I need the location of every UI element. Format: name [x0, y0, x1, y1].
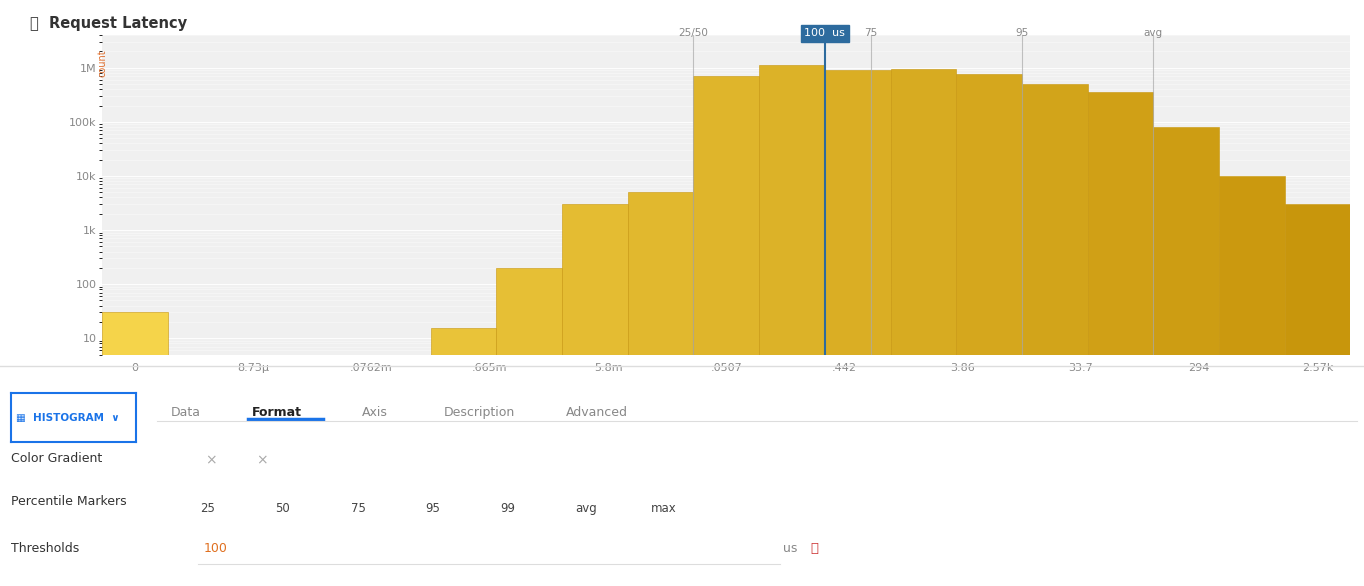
Text: 100: 100 — [801, 30, 825, 40]
Text: 99: 99 — [501, 502, 516, 515]
Text: Axis: Axis — [361, 406, 387, 418]
Text: Color Gradient: Color Gradient — [11, 452, 102, 465]
Bar — [760, 66, 825, 408]
Text: Format: Format — [252, 406, 303, 418]
Text: ⓘ  Request Latency: ⓘ Request Latency — [30, 16, 187, 32]
Text: 100  us: 100 us — [805, 28, 846, 38]
Text: avg: avg — [576, 502, 597, 515]
Text: 75: 75 — [865, 28, 877, 38]
Text: us: us — [783, 542, 798, 555]
Bar — [562, 205, 627, 408]
Bar — [1154, 127, 1219, 408]
Bar — [496, 268, 562, 408]
Text: avg: avg — [1144, 28, 1163, 38]
Text: ✓: ✓ — [404, 504, 412, 513]
Text: ×: × — [256, 453, 269, 467]
Text: 75: 75 — [351, 502, 366, 515]
Text: Thresholds: Thresholds — [11, 542, 79, 555]
Text: ✓: ✓ — [554, 504, 562, 513]
Bar — [431, 328, 496, 408]
Text: Percentile Markers: Percentile Markers — [11, 495, 127, 508]
Bar — [102, 312, 168, 408]
Text: ✓: ✓ — [629, 504, 637, 513]
Text: 25: 25 — [201, 502, 216, 515]
Text: ✓: ✓ — [479, 504, 487, 513]
Text: 🗑: 🗑 — [810, 542, 818, 555]
Bar — [1219, 176, 1285, 408]
Text: max: max — [651, 502, 677, 515]
Text: Data: Data — [170, 406, 201, 418]
Text: 50: 50 — [276, 502, 291, 515]
Bar — [956, 74, 1022, 408]
Bar — [627, 192, 693, 408]
Text: ✓: ✓ — [329, 504, 337, 513]
Bar — [825, 70, 891, 408]
Text: ✓: ✓ — [179, 504, 187, 513]
Bar — [891, 69, 956, 408]
Text: count: count — [97, 50, 108, 77]
Text: Advanced: Advanced — [566, 406, 627, 418]
Text: 95: 95 — [426, 502, 441, 515]
Bar — [1022, 84, 1087, 408]
Text: ✓: ✓ — [254, 504, 262, 513]
Text: 100: 100 — [203, 542, 228, 555]
Text: Description: Description — [443, 406, 514, 418]
Text: ▦  HISTOGRAM  ∨: ▦ HISTOGRAM ∨ — [15, 413, 119, 423]
Text: ×: × — [205, 453, 217, 467]
Bar — [693, 76, 760, 408]
Text: 95: 95 — [1015, 28, 1028, 38]
Bar — [1087, 93, 1154, 408]
Text: 25/50: 25/50 — [678, 28, 708, 38]
Bar — [1285, 205, 1350, 408]
